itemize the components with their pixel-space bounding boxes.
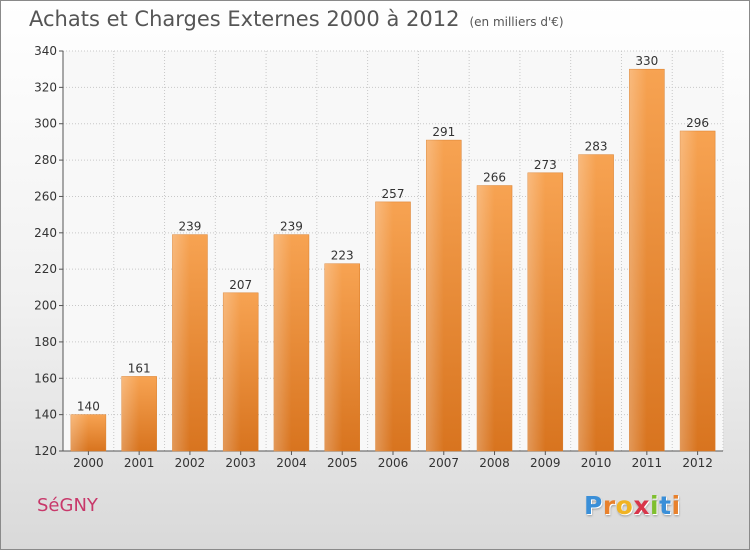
logo-letter: x: [633, 491, 650, 520]
y-tick-label: 260: [34, 189, 57, 203]
data-label: 239: [178, 220, 201, 234]
y-tick-label: 140: [34, 408, 57, 422]
bar-highlight: [426, 140, 444, 451]
proxiti-logo: Proxiti: [584, 491, 681, 520]
city-name: SéGNY: [37, 495, 98, 516]
y-tick-label: 240: [34, 226, 57, 240]
y-tick-label: 340: [34, 44, 57, 58]
y-tick-label: 200: [34, 299, 57, 313]
chart-frame: Achats et Charges Externes 2000 à 2012 (e…: [0, 0, 750, 550]
y-tick-label: 180: [34, 335, 57, 349]
x-tick-label: 2001: [124, 456, 155, 470]
data-label: 140: [77, 400, 100, 414]
y-tick-label: 280: [34, 153, 57, 167]
x-tick-label: 2011: [632, 456, 663, 470]
bar-highlight: [71, 415, 89, 451]
data-label: 161: [128, 361, 151, 375]
bar-highlight: [376, 202, 394, 451]
bar-highlight: [223, 293, 241, 451]
x-tick-label: 2000: [73, 456, 104, 470]
bar-highlight: [274, 235, 292, 451]
y-tick-label: 220: [34, 262, 57, 276]
x-tick-label: 2007: [428, 456, 459, 470]
x-tick-label: 2009: [530, 456, 561, 470]
bar-highlight: [629, 69, 647, 451]
x-tick-label: 2002: [175, 456, 206, 470]
logo-letter: t: [659, 491, 671, 520]
bar-chart: 120 140 160 180 200 220 240 260 280 300 320 340 140 2…: [1, 1, 749, 549]
y-tick-label: 300: [34, 117, 57, 131]
x-tick-label: 2010: [581, 456, 612, 470]
x-tick-label: 2012: [682, 456, 713, 470]
data-label: 296: [686, 116, 709, 130]
x-tick-label: 2004: [276, 456, 307, 470]
logo-letter: i: [672, 491, 681, 520]
bar-highlight: [122, 376, 139, 451]
y-tick-label: 160: [34, 371, 57, 385]
x-tick-label: 2003: [225, 456, 256, 470]
data-label: 291: [432, 125, 455, 139]
x-tick-label: 2008: [479, 456, 510, 470]
data-label: 273: [534, 158, 557, 172]
data-label: 223: [331, 249, 354, 263]
logo-letter: o: [616, 491, 634, 520]
bar-highlight: [528, 173, 546, 451]
y-tick-label: 120: [34, 444, 57, 458]
logo-letter: P: [584, 491, 603, 520]
data-label: 207: [229, 278, 252, 292]
x-tick-label: 2005: [327, 456, 358, 470]
data-label: 283: [585, 140, 608, 154]
x-tick-label: 2006: [378, 456, 409, 470]
bar-highlight: [325, 264, 343, 451]
bar-highlight: [680, 131, 698, 451]
data-label: 330: [635, 54, 658, 68]
data-label: 239: [280, 220, 303, 234]
logo-letter: r: [603, 491, 616, 520]
bar-highlight: [172, 235, 190, 451]
y-tick-label: 320: [34, 80, 57, 94]
logo-letter: i: [650, 491, 659, 520]
data-label: 266: [483, 171, 506, 185]
data-label: 257: [382, 187, 405, 201]
bar-highlight: [477, 186, 495, 451]
bar-highlight: [579, 155, 597, 451]
